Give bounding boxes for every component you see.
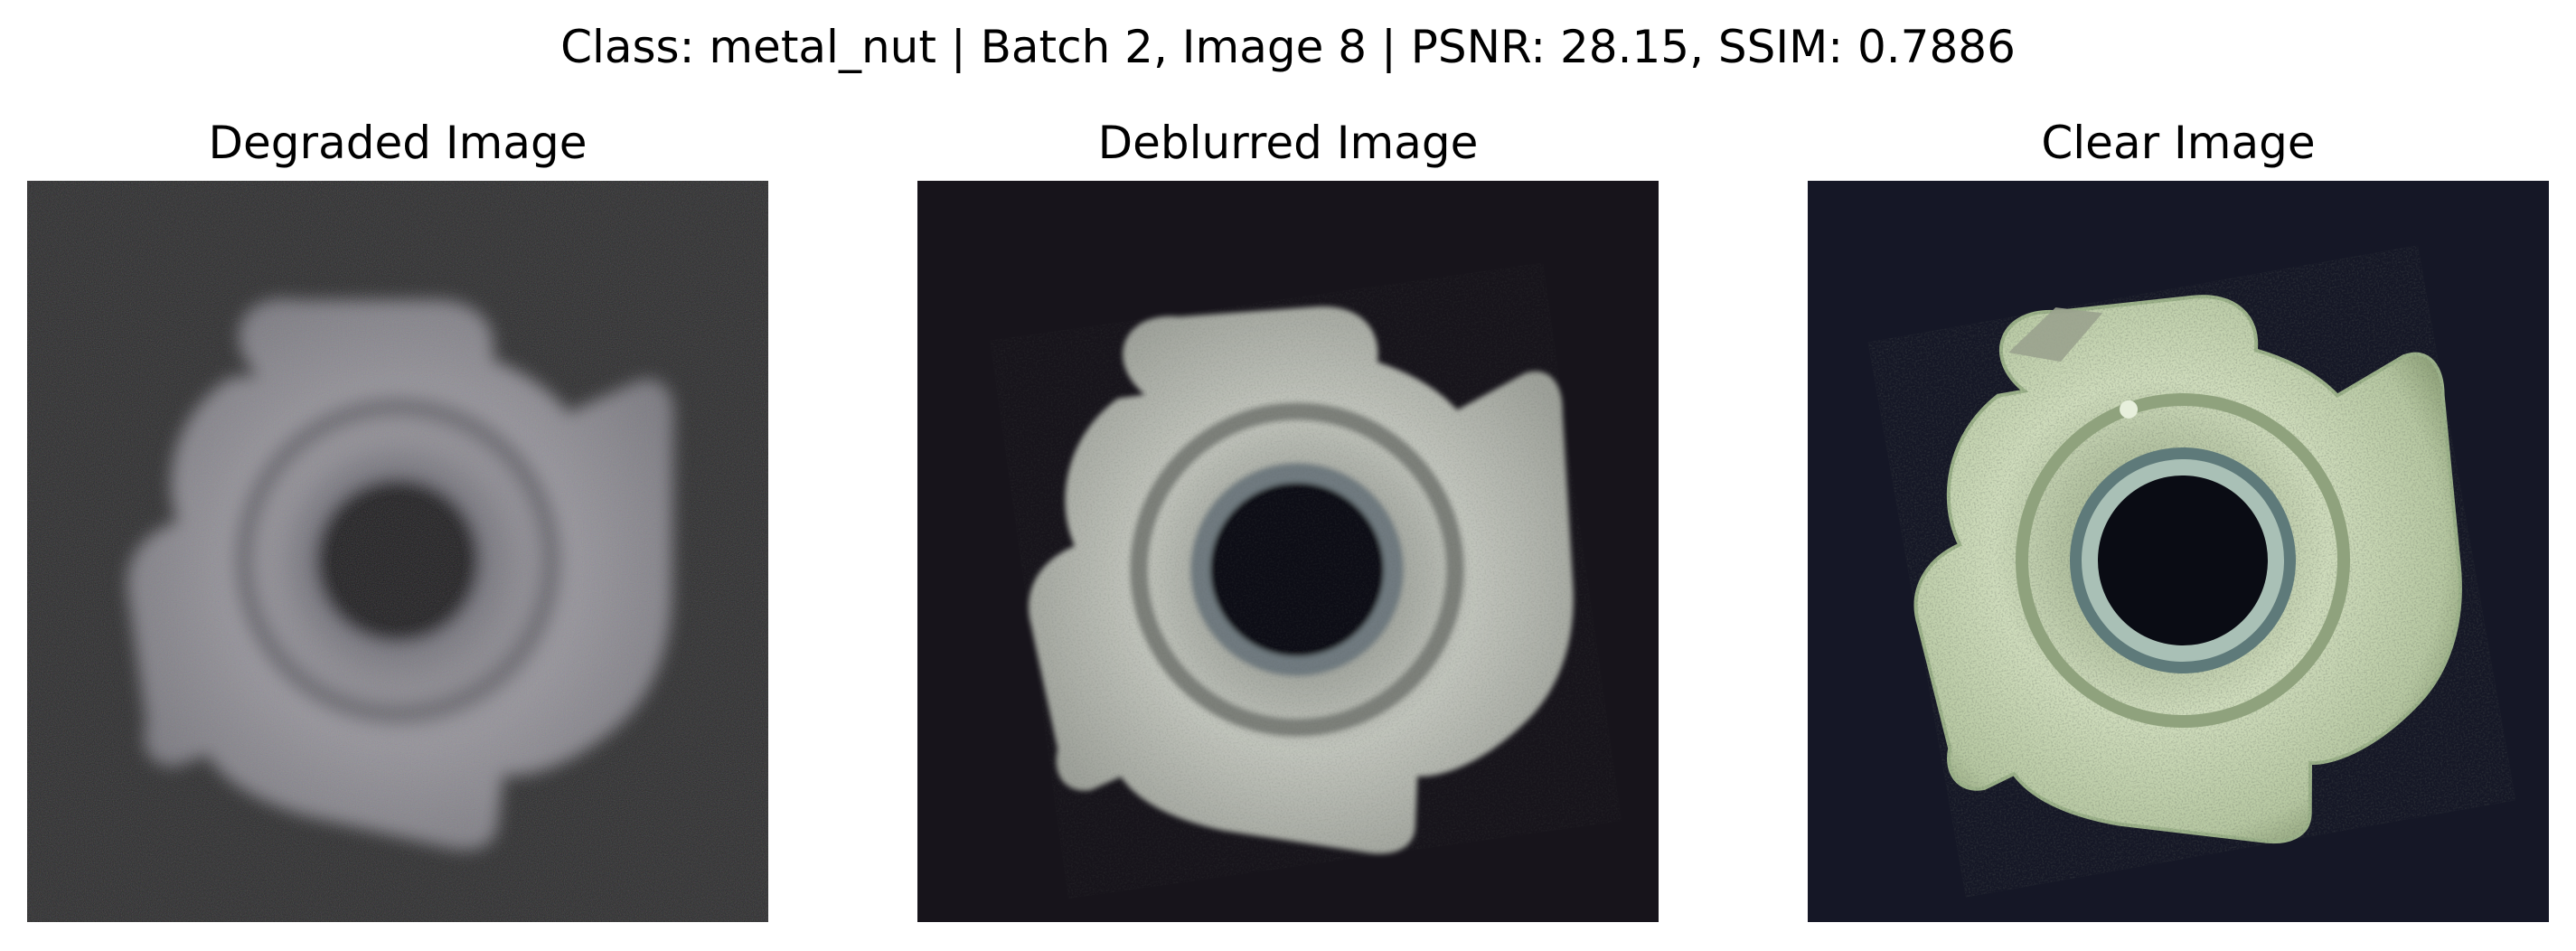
deblurred-image-canvas xyxy=(917,181,1659,922)
clear-image-title: Clear Image xyxy=(2041,117,2316,169)
clear-nut xyxy=(1866,243,2517,899)
degraded-image-title: Degraded Image xyxy=(208,117,588,169)
figure-title: Class: metal_nut | Batch 2, Image 8 | PS… xyxy=(560,21,2016,73)
clear-image xyxy=(1808,181,2549,922)
clear-image-canvas xyxy=(1808,181,2549,922)
deblurred-image xyxy=(917,181,1659,922)
degraded-image xyxy=(27,181,768,922)
degraded-noise xyxy=(27,181,768,922)
degraded-image-canvas xyxy=(27,181,768,922)
deblurred-image-title: Deblurred Image xyxy=(1097,117,1479,169)
